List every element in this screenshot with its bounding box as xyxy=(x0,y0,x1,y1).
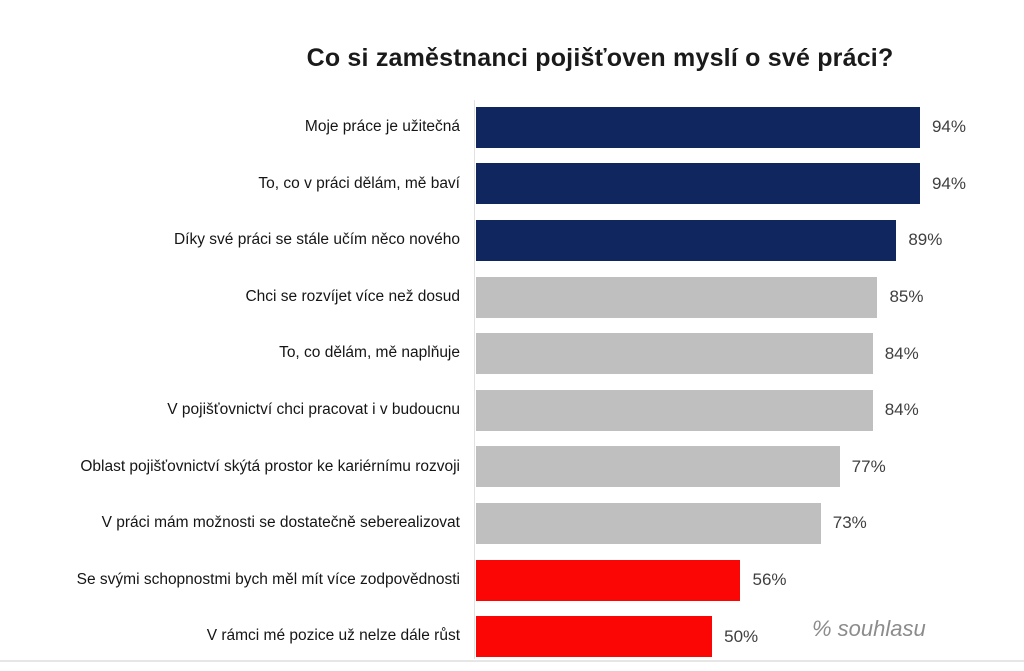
y-axis-line xyxy=(474,100,475,659)
value-label: 73% xyxy=(832,513,867,533)
category-label: Díky své práci se stále učím něco nového xyxy=(173,231,460,249)
bar-row: Se svými schopnostmi bych měl mít více z… xyxy=(0,552,1024,609)
category-label: Moje práce je užitečná xyxy=(304,118,460,136)
bar xyxy=(476,276,878,318)
category-label: Chci se rozvíjet více než dosud xyxy=(245,287,460,305)
bar xyxy=(476,446,840,488)
bar-track: 77% xyxy=(476,446,1024,488)
bar-row: Moje práce je užitečná 94% xyxy=(0,99,1024,156)
bar-track: 84% xyxy=(476,333,1024,375)
category-label: V rámci mé pozice už nelze dále růst xyxy=(206,627,460,645)
bar-row: Chci se rozvíjet více než dosud 85% xyxy=(0,269,1024,326)
value-label: 84% xyxy=(884,343,919,363)
category-label: Se svými schopnostmi bych měl mít více z… xyxy=(76,570,460,588)
value-label: 50% xyxy=(724,626,759,646)
bar-chart: Moje práce je užitečná 94% To, co v práci … xyxy=(0,99,1024,665)
value-label: 56% xyxy=(752,570,787,590)
bar-row: To, co dělám, mě naplňuje 84% xyxy=(0,325,1024,382)
category-label: V práci mám možnosti se dostatečně seber… xyxy=(101,514,460,532)
bar-track: 73% xyxy=(476,502,1024,544)
bar xyxy=(476,502,821,544)
bar-row: V rámci mé pozice už nelze dále růst 50% xyxy=(0,608,1024,665)
bar xyxy=(476,163,920,205)
bar xyxy=(476,106,920,148)
value-label: 77% xyxy=(851,456,886,476)
bar-row: Díky své práci se stále učím něco nového… xyxy=(0,212,1024,269)
value-label: 89% xyxy=(908,230,943,250)
category-label: To, co v práci dělám, mě baví xyxy=(258,174,460,192)
chart-title: Co si zaměstnanci pojišťoven myslí o své… xyxy=(306,44,894,72)
bar-row: V pojišťovnictví chci pracovat i v budou… xyxy=(0,382,1024,439)
bar xyxy=(476,559,741,601)
category-label: To, co dělám, mě naplňuje xyxy=(279,344,460,362)
bar xyxy=(476,219,897,261)
bar-track: 84% xyxy=(476,389,1024,431)
value-label: 94% xyxy=(931,173,966,193)
bar-row: To, co v práci dělám, mě baví 94% xyxy=(0,156,1024,213)
bar-track: 85% xyxy=(476,276,1024,318)
bar-row: Oblast pojišťovnictví skýtá prostor ke k… xyxy=(0,439,1024,496)
bar-track: 50% xyxy=(476,616,1024,658)
category-label: V pojišťovnictví chci pracovat i v budou… xyxy=(167,401,460,419)
bar xyxy=(476,616,713,658)
category-label: Oblast pojišťovnictví skýtá prostor ke k… xyxy=(80,457,460,475)
bar xyxy=(476,333,873,375)
axis-unit-annotation: % souhlasu xyxy=(812,616,926,641)
bottom-border-line xyxy=(0,660,1024,662)
bar-track: 56% xyxy=(476,559,1024,601)
value-label: 94% xyxy=(931,117,966,137)
bar-row: V práci mám možnosti se dostatečně seber… xyxy=(0,495,1024,552)
bar-track: 94% xyxy=(476,106,1024,148)
value-label: 85% xyxy=(889,287,924,307)
value-label: 84% xyxy=(884,400,919,420)
bar-track: 94% xyxy=(476,163,1024,205)
bar xyxy=(476,389,873,431)
bar-track: 89% xyxy=(476,219,1024,261)
